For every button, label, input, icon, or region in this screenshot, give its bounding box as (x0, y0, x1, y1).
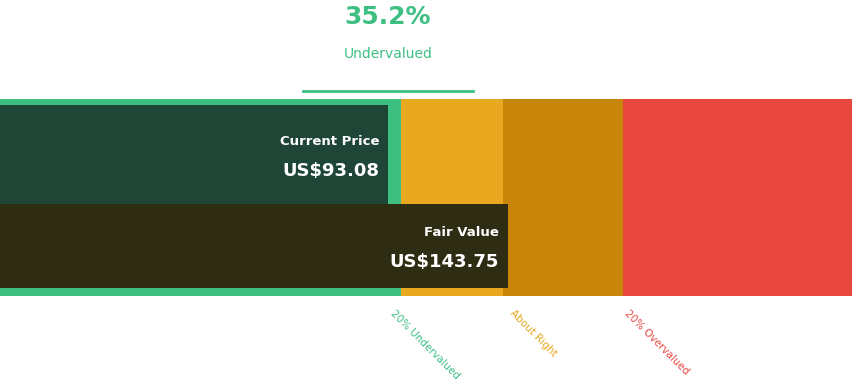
Bar (400, 99, 503, 296)
Bar (503, 99, 622, 296)
Text: US$143.75: US$143.75 (389, 253, 498, 271)
Text: Undervalued: Undervalued (343, 48, 432, 62)
Bar (0, 105, 388, 204)
Bar (0, 99, 400, 296)
Text: US$93.08: US$93.08 (282, 162, 379, 180)
Bar (622, 99, 852, 296)
Text: About Right: About Right (507, 308, 557, 359)
Text: 35.2%: 35.2% (344, 5, 431, 29)
Text: 20% Overvalued: 20% Overvalued (622, 308, 690, 377)
Bar (0, 204, 507, 288)
Text: Fair Value: Fair Value (423, 226, 498, 239)
Text: Current Price: Current Price (279, 135, 379, 148)
Text: 20% Undervalued: 20% Undervalued (388, 308, 460, 380)
